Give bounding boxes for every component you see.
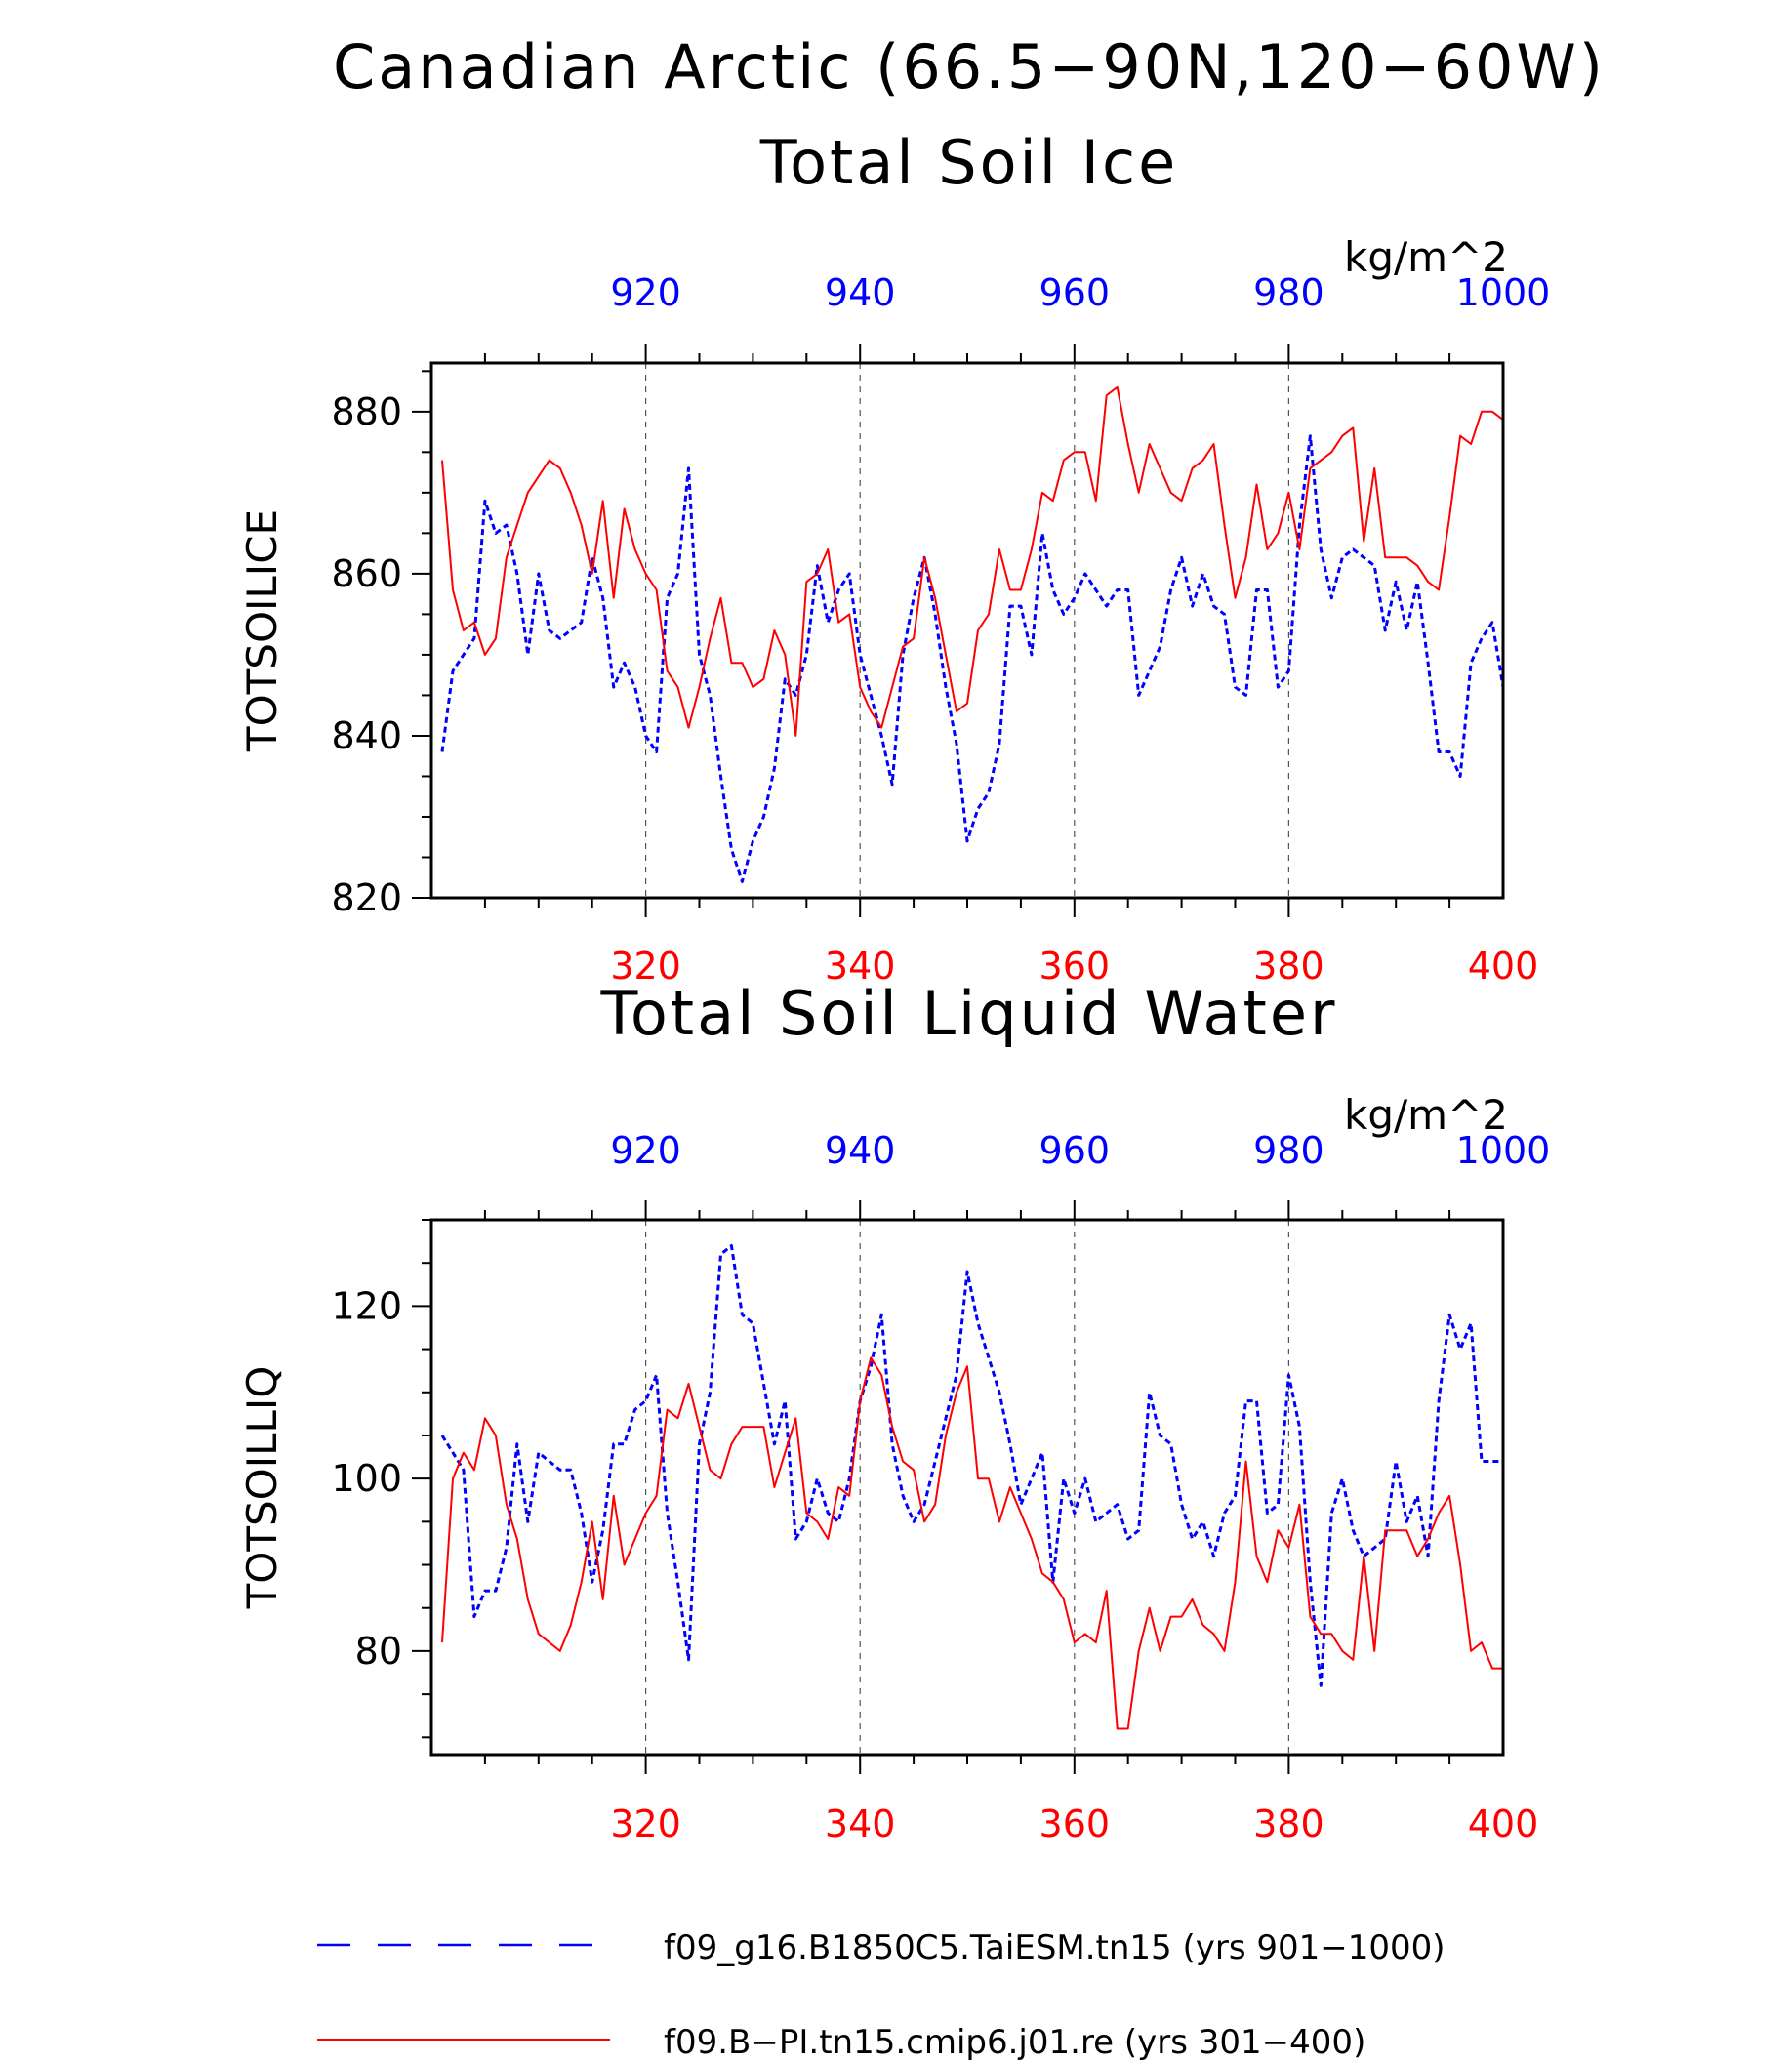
y-tick-label: 100 (331, 1457, 402, 1500)
x-tick-label-bottom: 320 (610, 1802, 681, 1845)
legend: f09_g16.B1850C5.TaiESM.tn15 (yrs 901−100… (317, 1928, 1446, 2062)
units-label: kg/m^2 (1344, 1091, 1508, 1139)
x-tick-label-bottom: 400 (1468, 1802, 1539, 1845)
series-line-taiesm (440, 434, 1503, 883)
y-axis-label: TOTSOILICE (238, 509, 286, 752)
series-line-taiesm (440, 1244, 1503, 1687)
y-tick-label: 880 (331, 390, 402, 433)
series-line-cmip6 (441, 1356, 1503, 1730)
plot-frame (429, 1218, 1505, 1757)
legend-label-taiesm: f09_g16.B1850C5.TaiESM.tn15 (yrs 901−100… (664, 1928, 1446, 1967)
legend-entry: f09.B−PI.tn15.cmip6.j01.re (yrs 301−400) (317, 2023, 1365, 2062)
x-tick-label-bottom: 340 (825, 1802, 896, 1845)
y-tick-label: 120 (331, 1284, 402, 1327)
x-tick-label-top: 920 (610, 1129, 681, 1172)
x-tick-label-bottom: 360 (1039, 1802, 1111, 1845)
x-tick-label-top: 920 (610, 271, 681, 314)
panel-title: Total Soil Liquid Water (600, 978, 1338, 1049)
y-tick-label: 840 (331, 714, 402, 757)
panel-total-soil-ice: Total Soil Ice kg/m^2 TOTSOILICE 320 340 360 3… (238, 127, 1550, 988)
figure-title: Canadian Arctic (66.5−90N,120−60W) (333, 31, 1606, 102)
x-tick-label-top: 1000 (1456, 1129, 1551, 1172)
x-tick-label-bottom: 380 (1253, 945, 1324, 988)
x-tick-label-bottom: 320 (610, 945, 681, 988)
x-tick-label-bottom: 340 (825, 945, 896, 988)
series-line-cmip6 (441, 385, 1503, 737)
y-tick-label: 820 (331, 876, 402, 919)
x-tick-label-top: 980 (1253, 1129, 1324, 1172)
panel-title: Total Soil Ice (759, 127, 1178, 198)
x-tick-label-top: 980 (1253, 271, 1324, 314)
y-tick-label: 80 (355, 1630, 402, 1673)
x-tick-label-top: 940 (825, 271, 896, 314)
y-tick-label: 860 (331, 552, 402, 595)
x-tick-label-top: 960 (1039, 1129, 1111, 1172)
x-tick-label-top: 1000 (1456, 271, 1551, 314)
y-axis-label: TOTSOILLIQ (238, 1366, 286, 1610)
x-tick-label-top: 940 (825, 1129, 896, 1172)
units-label: kg/m^2 (1344, 233, 1508, 281)
x-tick-label-bottom: 400 (1468, 945, 1539, 988)
x-tick-label-bottom: 380 (1253, 1802, 1324, 1845)
legend-label-cmip6: f09.B−PI.tn15.cmip6.j01.re (yrs 301−400) (664, 2023, 1365, 2062)
x-tick-label-bottom: 360 (1039, 945, 1111, 988)
legend-entry: f09_g16.B1850C5.TaiESM.tn15 (yrs 901−100… (317, 1928, 1446, 1967)
plot-frame (429, 361, 1505, 900)
x-tick-label-top: 960 (1039, 271, 1111, 314)
